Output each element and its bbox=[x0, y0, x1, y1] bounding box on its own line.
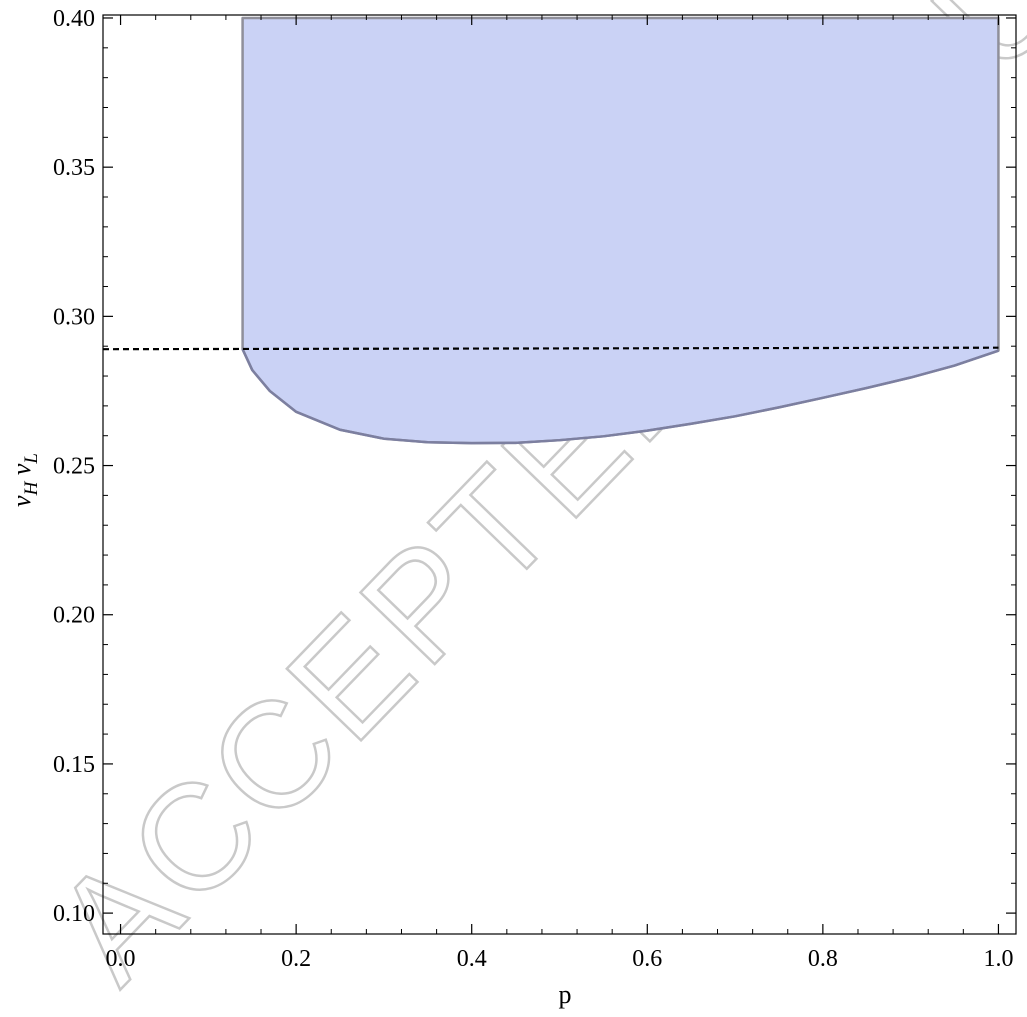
x-axis-title: p bbox=[559, 980, 572, 1009]
region-area bbox=[241, 16, 1000, 445]
y-axis-ticks: 0.10 0.15 0.20 0.25 0.30 0.35 0.40 bbox=[53, 6, 1016, 927]
y-tick-label: 0.35 bbox=[53, 155, 95, 181]
x-tick-label: 0.6 bbox=[632, 946, 662, 972]
feasible-region bbox=[241, 16, 1000, 445]
y-tick-label: 0.30 bbox=[53, 304, 95, 330]
y-axis-title: vH vL bbox=[7, 453, 42, 507]
y-axis-title-sub1: H bbox=[21, 480, 42, 496]
x-tick-label: 0.8 bbox=[808, 946, 838, 972]
y-tick-label: 0.20 bbox=[53, 603, 95, 629]
x-axis-ticks: 0.0 0.2 0.4 0.6 0.8 1.0 bbox=[106, 15, 1013, 972]
y-tick-label: 0.15 bbox=[53, 752, 95, 778]
x-tick-label: 0.0 bbox=[106, 946, 136, 972]
x-tick-label: 0.2 bbox=[281, 946, 311, 972]
y-axis-title-v2: v bbox=[7, 463, 36, 482]
y-tick-label: 0.40 bbox=[53, 6, 95, 32]
y-tick-label: 0.10 bbox=[53, 901, 95, 927]
x-tick-label: 0.4 bbox=[457, 946, 487, 972]
plot-frame bbox=[102, 14, 1017, 935]
x-tick-label: 1.0 bbox=[983, 946, 1013, 972]
y-axis-title-sub2: L bbox=[21, 453, 42, 465]
region-lower-boundary bbox=[241, 348, 999, 445]
y-axis-title-v1: v bbox=[7, 495, 36, 507]
y-tick-label: 0.25 bbox=[53, 454, 95, 480]
